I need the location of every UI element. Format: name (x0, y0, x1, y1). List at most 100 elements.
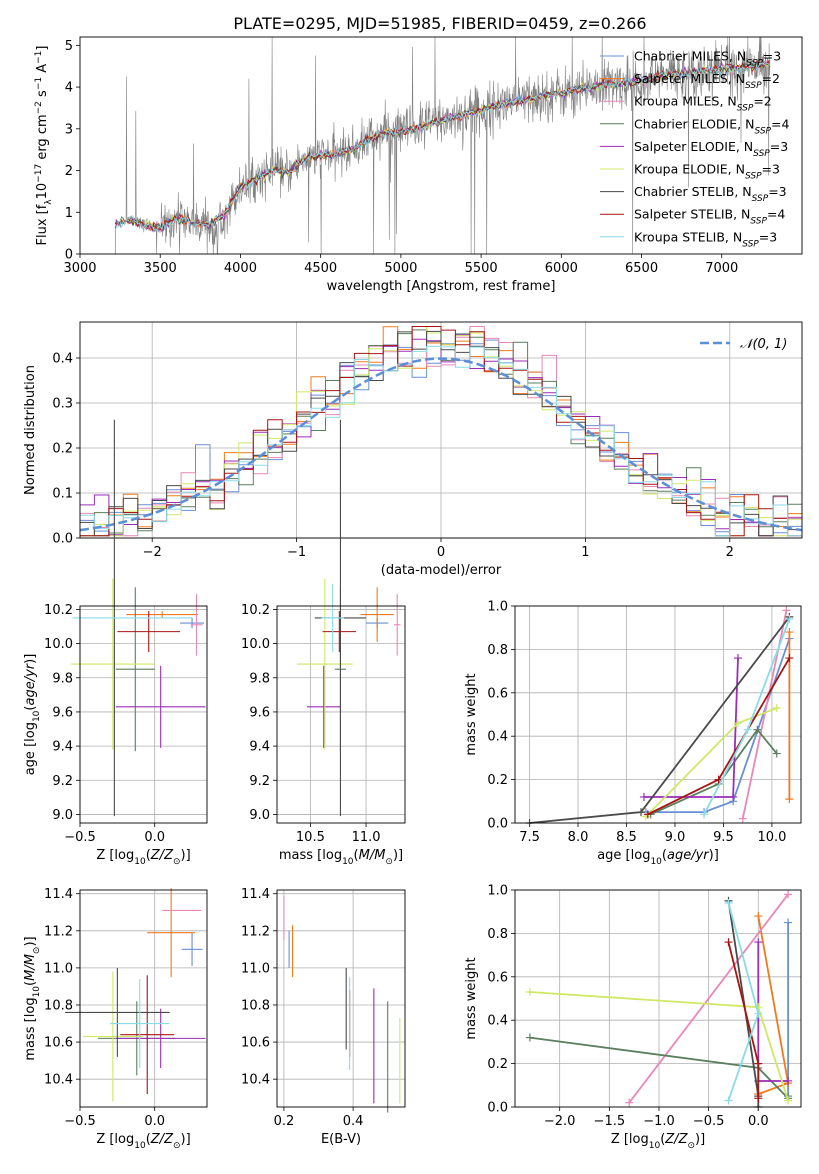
x-tick-label: 3500 (144, 261, 177, 276)
weight-marker (625, 1098, 634, 1107)
weight-marker (772, 749, 781, 758)
age-z-x-label: Z [log10(Z/Z⊙)] (96, 848, 190, 867)
y-tick-label: 0.2 (487, 773, 508, 788)
weight-marker (724, 1096, 733, 1105)
y-tick-label: 2 (65, 164, 73, 179)
panel-residuals: −2 −1 0 1 2 0.0 0.1 0.2 0.3 0.4 𝒩(0, 1) (data-model… (23, 321, 803, 578)
y-tick-label: 0.1 (52, 487, 73, 502)
x-tick-label: −0.5 (64, 1114, 96, 1129)
mass-z-x-label: Z [log10(Z/Z⊙)] (96, 1132, 190, 1151)
weight-marker (772, 703, 781, 712)
weight-marker (785, 628, 794, 637)
weight-marker (724, 938, 733, 947)
x-tick-label: 7000 (705, 261, 738, 276)
y-tick-label: 10.0 (44, 637, 73, 652)
legend-entry: Chabrier MILES, NSSP=3 (634, 49, 781, 69)
y-tick-label: 0.6 (487, 970, 508, 985)
y-tick-label: 0.8 (487, 643, 508, 658)
y-tick-label: 0.6 (487, 686, 508, 701)
y-tick-label: 0.3 (52, 397, 73, 412)
age-z-y-label: age [log10(age/yr)] (23, 654, 42, 776)
panel-age_vs_Z: −0.5 0.0 9.0 9.2 9.4 9.6 9.8 10.0 10.2 Z [log10(Z… (23, 419, 208, 867)
x-tick-label: 0 (437, 545, 445, 560)
model-fit-line-9 (114, 60, 771, 231)
y-tick-label: 10.4 (241, 1073, 270, 1088)
y-tick-label: 11.2 (44, 924, 73, 939)
panel-mass_vs_Z: −0.5 0.0 10.4 10.6 10.8 11.0 11.2 11.4 Z [log10(… (23, 887, 208, 1151)
weight-marker (639, 792, 648, 801)
weight-marker (754, 912, 763, 921)
y-tick-label: 5 (65, 39, 73, 54)
y-tick-label: 10.8 (44, 998, 73, 1013)
y-tick-label: 0.0 (52, 532, 73, 547)
weight-marker (784, 890, 793, 899)
x-tick-label: 5000 (384, 261, 417, 276)
legend-entry: Chabrier ELODIE, NSSP=4 (634, 116, 789, 136)
plot-area-mass_vs_EBV (283, 895, 401, 1113)
axes-frame (514, 889, 802, 1108)
y-tick-label: 11.0 (241, 961, 270, 976)
y-tick-label: 10.4 (44, 1073, 73, 1088)
x-tick-label: 0.2 (274, 1114, 295, 1129)
y-tick-label: 10.2 (241, 603, 270, 618)
x-tick-label: 9.5 (713, 830, 734, 845)
mass-ebv-x-label: E(B-V) (321, 1132, 361, 1147)
y-tick-label: 0.8 (487, 927, 508, 942)
weight-marker (754, 1009, 763, 1018)
x-tick-label: 9.0 (665, 830, 686, 845)
panel-weights_vs_Z: −2.0 −1.5 −1.0 −0.5 0.0 0.0 0.2 0.4 0.6 0.8 1.0 Z [… (464, 884, 802, 1151)
y-tick-label: 9.2 (52, 774, 73, 789)
residual-histogram-5 (80, 334, 802, 537)
axes-frame (79, 605, 208, 824)
weight-marker (754, 1059, 763, 1068)
y-tick-label: 10.2 (44, 603, 73, 618)
x-tick-label: −0.5 (693, 1114, 725, 1129)
legend-entry: Salpeter ELODIE, NSSP=3 (634, 139, 788, 159)
y-tick-label: 10.6 (241, 1036, 270, 1051)
plot-area-weights_vs_age (525, 606, 794, 827)
x-tick-label: 10.0 (757, 830, 786, 845)
weight-marker (733, 719, 742, 728)
spectrum-x-label: wavelength [Angstrom, rest frame] (327, 279, 556, 294)
figure-title: PLATE=0295, MJD=51985, FIBERID=0459, z=0… (233, 14, 646, 33)
weight-marker (784, 918, 793, 927)
legend-entry: Salpeter STELIB, NSSP=4 (634, 207, 785, 227)
weight-z-x-label: Z [log10(Z/Z⊙)] (611, 1132, 705, 1151)
weight-line-3 (628, 893, 789, 1104)
weight-marker (785, 654, 794, 663)
panel-weights_vs_age: 7.5 8.0 8.5 9.0 9.5 10.0 0.0 0.2 0.4 0.6 0.8 1.0 age… (464, 600, 802, 867)
residual-x-label: (data-model)/error (381, 563, 502, 578)
weight-marker (733, 654, 742, 663)
x-tick-label: −1.5 (594, 1114, 626, 1129)
x-tick-label: 8.0 (568, 830, 589, 845)
x-tick-label: −0.5 (64, 830, 96, 845)
weight-marker (643, 810, 652, 819)
y-tick-label: 3 (65, 122, 73, 137)
axes-frame (276, 889, 406, 1108)
y-tick-label: 0.2 (52, 442, 73, 457)
plot-area-age_vs_Z (71, 419, 206, 817)
legend-normal-label: 𝒩(0, 1) (740, 337, 787, 352)
y-tick-label: 0.0 (487, 817, 508, 832)
plot-area-age_vs_mass (297, 419, 401, 817)
legend-entry: Salpeter MILES, NSSP=2 (634, 71, 780, 91)
weight-marker (784, 1096, 793, 1105)
plot-area-residuals (79, 326, 803, 537)
x-tick-label: 0.0 (144, 1114, 165, 1129)
weight-marker (525, 987, 534, 996)
x-tick-label: 4000 (224, 261, 257, 276)
weight-marker (743, 725, 752, 734)
weight-line-2 (757, 915, 790, 1095)
age-mass-x-label: mass [log10(M/M⊙)] (279, 848, 403, 867)
y-tick-label: 9.4 (52, 740, 73, 755)
panels: 3000 3500 4000 4500 5000 5500 6000 6500 7000 0 1 2 3… (23, 36, 803, 1151)
spectrum-y-label: Flux [fλ10−17 erg cm−2 s−1 A−1] (34, 46, 54, 246)
panel-spectrum: 3000 3500 4000 4500 5000 5500 6000 6500 7000 0 1 2 3… (34, 36, 803, 294)
weight-marker (785, 615, 794, 624)
legend-entry: Kroupa STELIB, NSSP=3 (634, 229, 777, 249)
x-tick-label: 6000 (545, 261, 578, 276)
x-tick-label: 0.0 (748, 1114, 769, 1129)
residual-histogram-7 (80, 330, 802, 537)
y-tick-label: 0.4 (487, 730, 508, 745)
